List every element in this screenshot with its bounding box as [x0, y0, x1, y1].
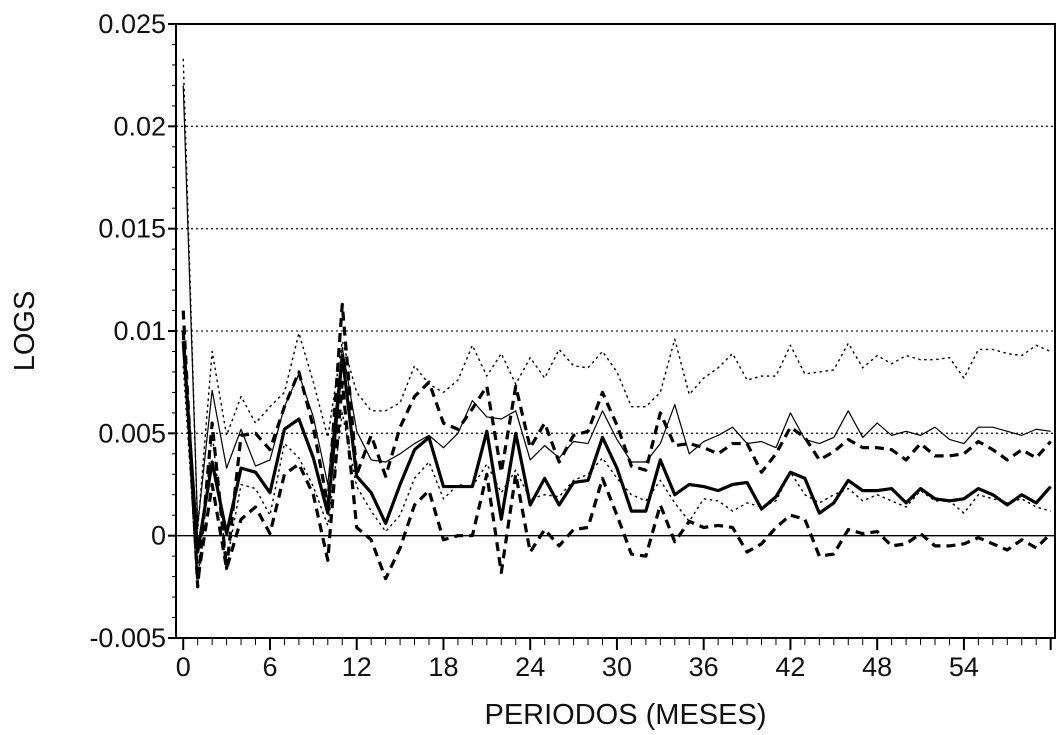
series-line-1-thick-solid — [181, 341, 1052, 554]
series-line-4-thin-dotted — [182, 365, 1051, 584]
x-tick-label: 30 — [602, 652, 632, 682]
x-tick-label: 54 — [949, 652, 979, 682]
series-line-5-thick-dashed — [181, 302, 1052, 589]
x-tick-label: 42 — [775, 652, 805, 682]
x-tick-label: 24 — [515, 652, 545, 682]
y-tick-label: 0.01 — [113, 316, 166, 346]
y-tick-label: 0 — [151, 521, 166, 551]
y-axis-ticks: -0.005 0 0.005 0.01 0.015 0.02 0.025 — [89, 9, 176, 653]
y-tick-label: 0.015 — [98, 214, 166, 244]
x-axis-title: PERIODOS (MESES) — [485, 699, 767, 731]
grid-lines — [176, 23, 1055, 434]
series-group — [181, 58, 1052, 589]
x-axis-ticks: 0 6 12 18 24 30 36 42 48 54 — [176, 638, 1052, 682]
y-tick-label: 0.025 — [98, 9, 166, 39]
x-tick-label: 0 — [176, 652, 191, 682]
x-tick-label: 18 — [428, 652, 458, 682]
y-axis-title: LOGS — [9, 291, 41, 372]
x-tick-label: 48 — [862, 652, 892, 682]
y-tick-label: -0.005 — [89, 623, 166, 653]
y-tick-label: 0.02 — [113, 111, 166, 141]
x-tick-label: 6 — [262, 652, 277, 682]
series-line-6-thick-dashed — [181, 330, 1052, 583]
x-tick-label: 12 — [342, 652, 372, 682]
x-tick-label: 36 — [689, 652, 719, 682]
y-tick-label: 0.005 — [98, 418, 166, 448]
